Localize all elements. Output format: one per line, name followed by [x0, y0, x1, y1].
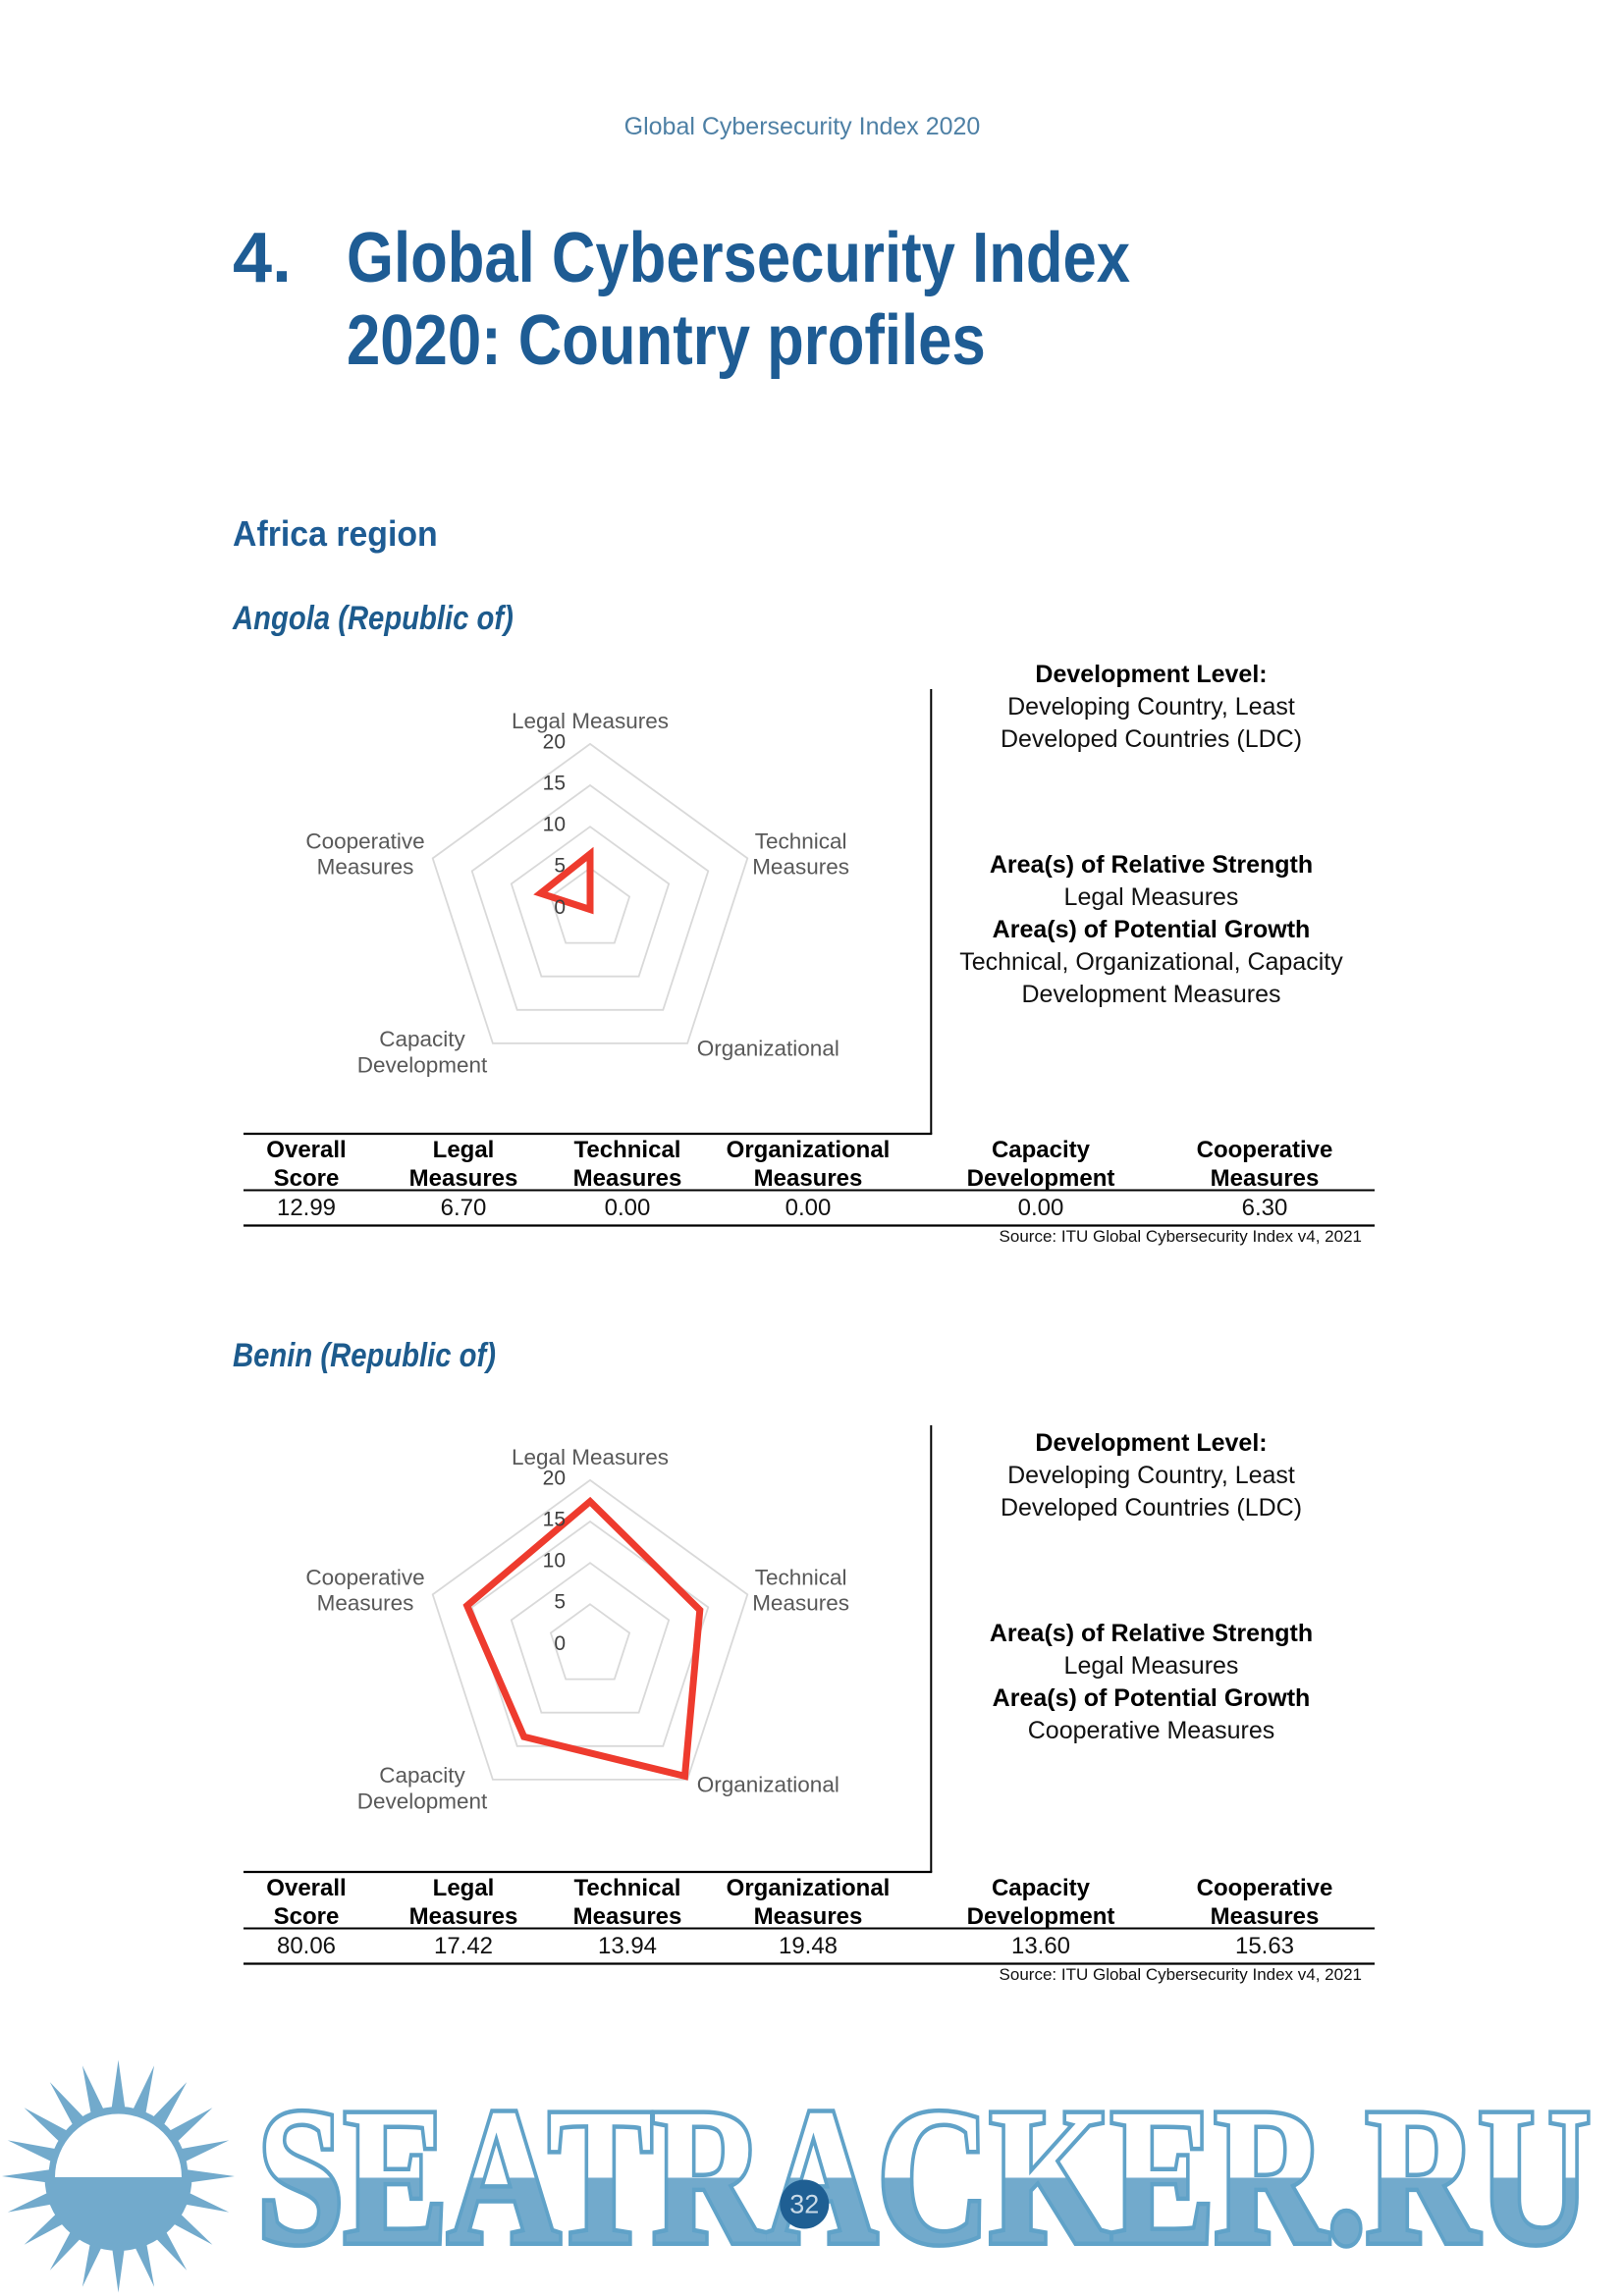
svg-text:Technical: Technical [755, 829, 847, 854]
svg-text:Technical: Technical [755, 1566, 847, 1590]
svg-text:15: 15 [543, 1509, 566, 1531]
svg-text:Organizational: Organizational [697, 1772, 839, 1796]
svg-text:20: 20 [543, 731, 566, 754]
svg-text:5: 5 [554, 855, 566, 878]
svg-text:Capacity: Capacity [379, 1763, 465, 1788]
svg-text:15: 15 [543, 773, 566, 795]
svg-text:20: 20 [543, 1468, 566, 1490]
svg-text:Capacity: Capacity [379, 1027, 465, 1051]
svg-text:Measures: Measures [317, 1590, 414, 1615]
svg-text:0: 0 [554, 1632, 566, 1655]
svg-text:Development: Development [357, 1789, 488, 1813]
svg-text:32: 32 [789, 2190, 819, 2219]
svg-text:Development: Development [357, 1052, 488, 1077]
svg-text:5: 5 [554, 1591, 566, 1614]
svg-text:Organizational: Organizational [697, 1036, 839, 1060]
svg-text:0: 0 [554, 896, 566, 919]
svg-text:10: 10 [543, 1550, 566, 1573]
svg-text:Measures: Measures [317, 854, 414, 879]
svg-text:Legal Measures: Legal Measures [512, 709, 669, 733]
svg-text:Cooperative: Cooperative [305, 829, 424, 854]
svg-text:Measures: Measures [752, 854, 849, 879]
svg-text:Cooperative: Cooperative [305, 1566, 424, 1590]
svg-text:10: 10 [543, 814, 566, 836]
svg-text:Legal Measures: Legal Measures [512, 1445, 669, 1469]
svg-text:SEATRACKER.RU: SEATRACKER.RU [257, 2069, 1591, 2284]
svg-text:Measures: Measures [752, 1590, 849, 1615]
